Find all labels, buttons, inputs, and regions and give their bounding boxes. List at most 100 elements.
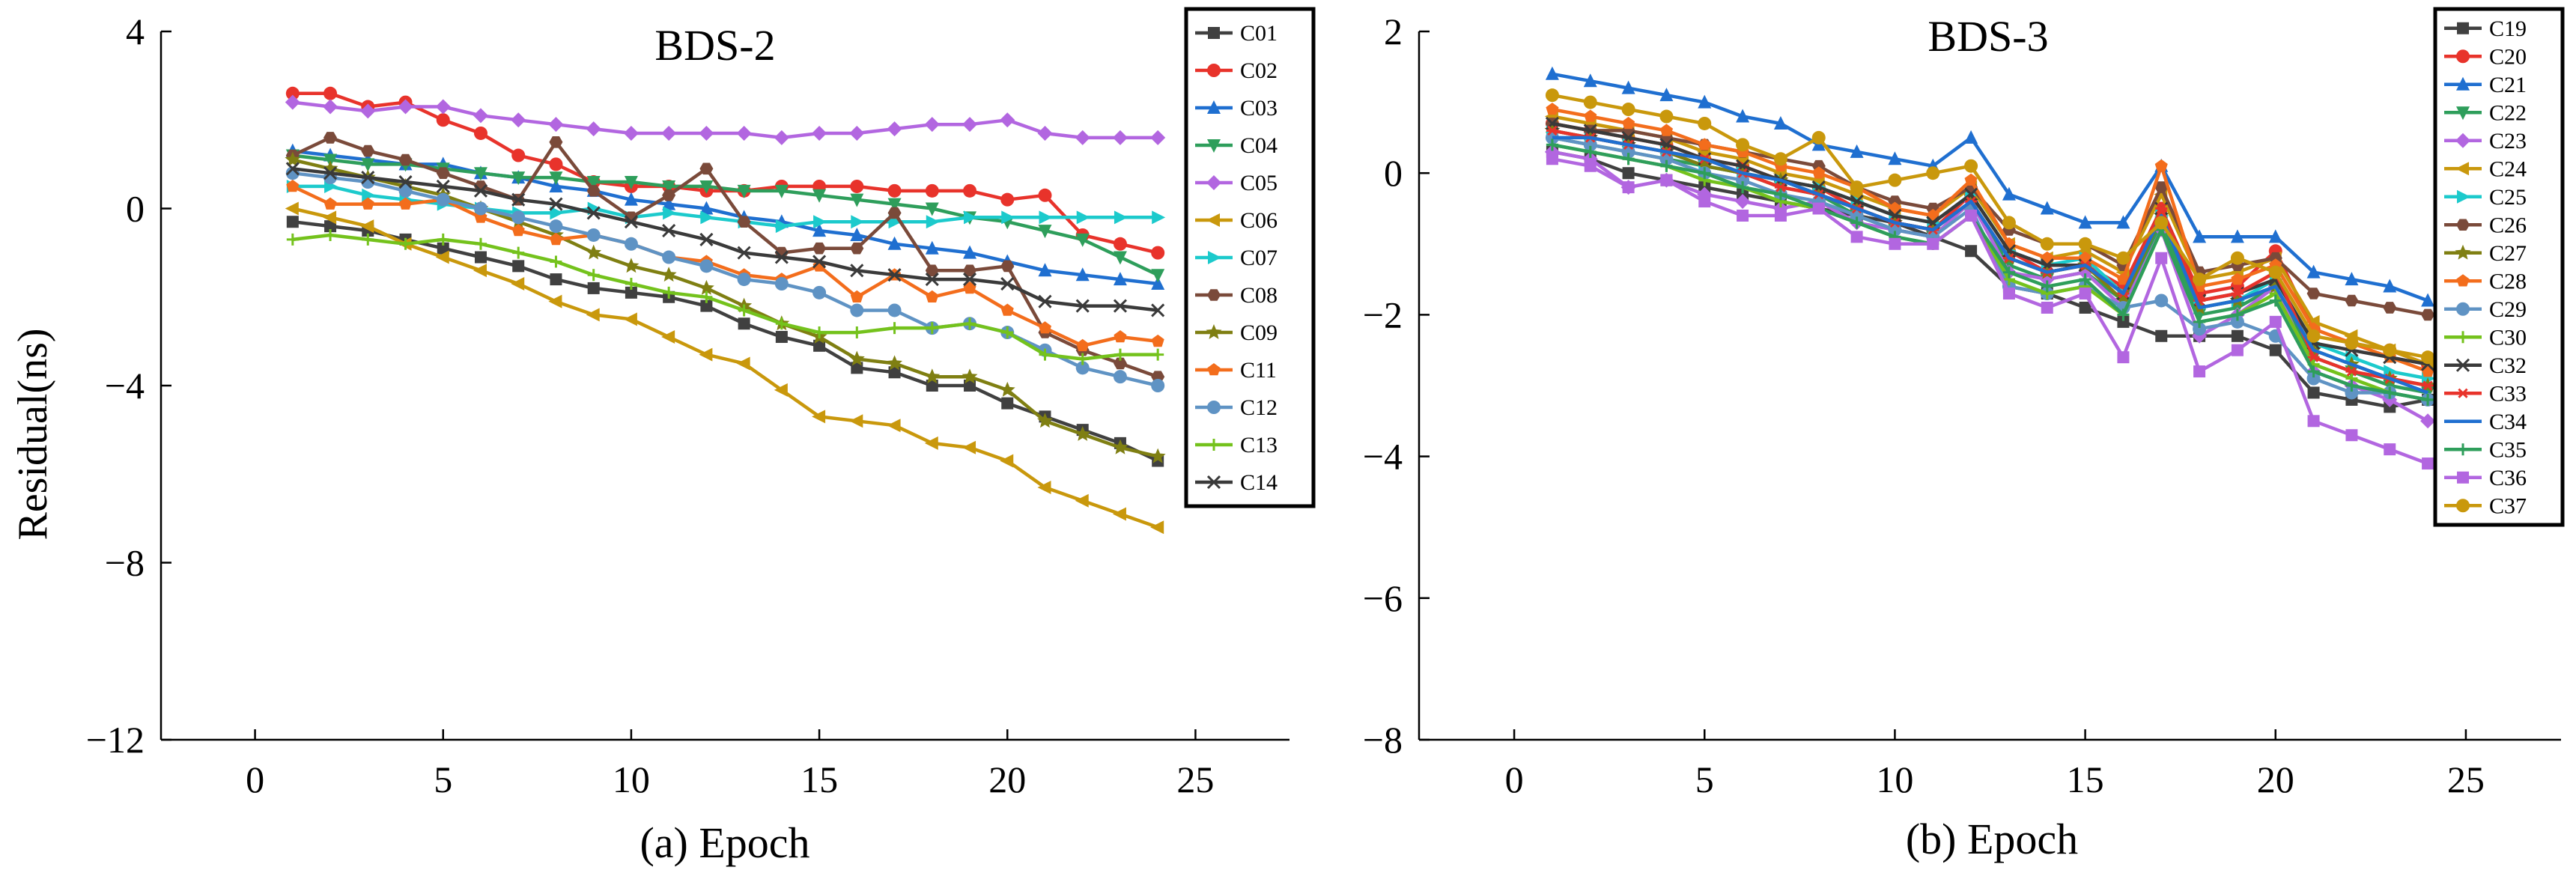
data-point-C35 bbox=[1737, 181, 1749, 194]
data-point-C04 bbox=[812, 189, 827, 203]
legend-marker bbox=[2455, 244, 2471, 260]
data-point-C36 bbox=[1927, 237, 1939, 250]
x-tick-label: 25 bbox=[1176, 758, 1214, 800]
data-point-C05 bbox=[1000, 112, 1015, 128]
legend-label: C33 bbox=[2489, 381, 2527, 406]
legend-label: C11 bbox=[1240, 358, 1277, 383]
series-line-C05 bbox=[292, 100, 1158, 140]
legend: C01 C02 C03 C04 C05 C06 C07 C08 C09 C11 C12 C13 C14 bbox=[1184, 7, 1316, 508]
legend-label: C01 bbox=[1240, 21, 1278, 46]
data-point-C37 bbox=[2078, 237, 2092, 251]
data-point-C07 bbox=[1152, 210, 1166, 225]
legend-item-C21: C21 bbox=[2444, 73, 2527, 97]
data-point-C12 bbox=[1151, 379, 1165, 392]
data-point-C36 bbox=[1965, 209, 1978, 222]
chart-title: BDS-2 bbox=[654, 21, 775, 70]
data-point-C13 bbox=[512, 246, 525, 259]
series-line-C08 bbox=[291, 136, 1158, 379]
data-point-C07 bbox=[851, 215, 865, 229]
data-point-C09 bbox=[848, 350, 865, 366]
data-point-C37 bbox=[2306, 329, 2321, 343]
series-C01 bbox=[286, 216, 1164, 467]
series-line-C03 bbox=[292, 149, 1158, 286]
data-point-C04 bbox=[662, 180, 676, 194]
legend-item-C28: C28 bbox=[2444, 269, 2527, 294]
series-line-C13 bbox=[292, 233, 1158, 361]
data-point-C36 bbox=[2041, 301, 2053, 314]
legend-label: C05 bbox=[1240, 171, 1278, 195]
data-point-C26 bbox=[2154, 181, 2169, 193]
data-point-C03 bbox=[699, 201, 714, 215]
data-point-C11 bbox=[1038, 321, 1051, 334]
y-axis-label: Residual(ns) bbox=[10, 328, 56, 540]
data-point-C19 bbox=[2079, 301, 2092, 314]
data-point-C05 bbox=[398, 99, 413, 115]
data-point-C21 bbox=[2383, 279, 2397, 293]
y-tick-label: −12 bbox=[86, 719, 145, 761]
data-point-C37 bbox=[2040, 237, 2054, 251]
data-point-C05 bbox=[473, 108, 488, 124]
data-point-C36 bbox=[2155, 252, 2168, 264]
legend-marker bbox=[1207, 100, 1221, 114]
data-point-C12 bbox=[737, 273, 751, 287]
legend-marker bbox=[2456, 76, 2470, 91]
data-point-C13 bbox=[700, 291, 713, 303]
series-line-C35 bbox=[1552, 143, 2428, 402]
data-point-C28 bbox=[2154, 159, 2168, 171]
legend-label: C29 bbox=[2489, 297, 2527, 322]
legend-item-C32: C32 bbox=[2444, 353, 2527, 378]
data-point-C01 bbox=[738, 317, 750, 330]
data-point-C07 bbox=[362, 188, 376, 202]
data-point-C28 bbox=[1698, 138, 1711, 150]
y-tick-label: −8 bbox=[105, 542, 145, 584]
legend-marker bbox=[1208, 251, 1221, 264]
y-tick-label: 0 bbox=[1384, 152, 1403, 194]
data-point-C04 bbox=[361, 158, 375, 172]
data-point-C05 bbox=[1075, 130, 1090, 145]
data-point-C19 bbox=[2269, 344, 2282, 356]
data-point-C36 bbox=[1774, 209, 1787, 222]
legend-marker bbox=[2456, 302, 2470, 316]
data-point-C12 bbox=[473, 201, 487, 216]
data-point-C03 bbox=[1151, 276, 1165, 291]
data-point-C12 bbox=[586, 228, 601, 242]
data-point-C14 bbox=[1113, 299, 1128, 313]
data-point-C14 bbox=[398, 174, 413, 189]
data-point-C05 bbox=[962, 117, 978, 133]
data-point-C37 bbox=[1583, 95, 1597, 109]
legend-label: C03 bbox=[1240, 96, 1278, 121]
data-point-C01 bbox=[888, 366, 901, 379]
legend-marker bbox=[1207, 139, 1221, 153]
legend-item-C35: C35 bbox=[2444, 437, 2527, 462]
data-point-C36 bbox=[1737, 209, 1749, 222]
series-line-C06 bbox=[292, 207, 1158, 529]
data-point-C33 bbox=[2422, 380, 2434, 391]
data-point-C06 bbox=[962, 440, 976, 454]
data-point-C13 bbox=[625, 278, 637, 291]
data-point-C37 bbox=[1850, 180, 1864, 195]
data-point-C26 bbox=[2345, 294, 2359, 307]
data-point-C14 bbox=[812, 255, 827, 269]
data-point-C35 bbox=[2117, 308, 2130, 321]
data-point-C05 bbox=[924, 117, 940, 133]
data-point-C14 bbox=[737, 246, 751, 260]
legend-label: C06 bbox=[1240, 208, 1278, 233]
data-point-C35 bbox=[2041, 280, 2053, 293]
data-point-C37 bbox=[1773, 152, 1787, 166]
legend-item-C20: C20 bbox=[2444, 44, 2527, 69]
data-point-C02 bbox=[511, 148, 526, 162]
data-point-C06 bbox=[511, 277, 525, 291]
data-point-C13 bbox=[851, 326, 863, 339]
data-point-C35 bbox=[2193, 315, 2206, 328]
data-point-C14 bbox=[586, 206, 601, 220]
data-point-C08 bbox=[887, 207, 902, 219]
data-point-C36 bbox=[2079, 288, 2092, 300]
legend-item-C12: C12 bbox=[1195, 395, 1278, 420]
data-point-C02 bbox=[850, 179, 864, 193]
data-point-C06 bbox=[1000, 454, 1014, 468]
data-point-C23 bbox=[1735, 194, 1751, 210]
data-point-C02 bbox=[285, 86, 300, 100]
data-point-C37 bbox=[1698, 116, 1712, 130]
series-C34 bbox=[1552, 136, 2428, 395]
data-point-C09 bbox=[1112, 439, 1128, 454]
